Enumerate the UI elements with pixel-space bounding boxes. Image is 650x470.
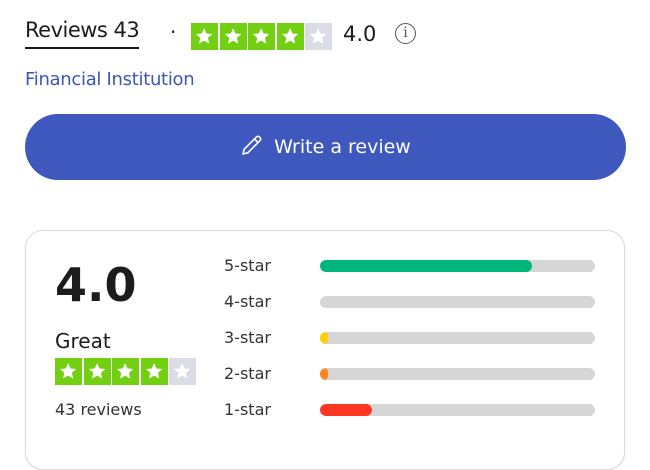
distribution-bar-track [320, 260, 595, 272]
overall-rating: 4.0 [55, 258, 137, 312]
write-review-label: Write a review [274, 136, 411, 158]
star-icon [112, 358, 139, 385]
pencil-icon [240, 133, 264, 162]
star-icon [276, 23, 304, 50]
star-icon [169, 358, 196, 385]
header-star-rating [191, 23, 332, 50]
distribution-row[interactable]: 2-star [224, 363, 596, 385]
distribution-row[interactable]: 5-star [224, 255, 596, 277]
distribution-bar-track [320, 332, 595, 344]
reviews-tab[interactable]: Reviews 43 [25, 17, 140, 49]
distribution-row[interactable]: 4-star [224, 291, 596, 313]
star-icon [191, 23, 218, 50]
distribution-label: 5-star [224, 256, 271, 275]
summary-star-rating [55, 358, 196, 385]
header-rating-value: 4.0 [343, 22, 377, 46]
star-icon [305, 23, 332, 50]
distribution-row[interactable]: 3-star [224, 327, 596, 349]
star-icon [219, 23, 247, 50]
distribution-label: 3-star [224, 328, 271, 347]
rating-word: Great [55, 329, 111, 353]
distribution-bar-fill [320, 368, 328, 380]
separator-dot: · [170, 20, 177, 44]
star-icon [83, 358, 111, 385]
write-review-button[interactable]: Write a review [25, 114, 626, 180]
distribution-row[interactable]: 1-star [224, 399, 596, 421]
info-icon[interactable]: i [395, 23, 416, 44]
distribution-bar-track [320, 296, 595, 308]
star-icon [248, 23, 275, 50]
distribution-bar-track [320, 368, 595, 380]
distribution-label: 1-star [224, 400, 271, 419]
distribution-bar-fill [320, 332, 328, 344]
star-icon [55, 358, 82, 385]
category-link[interactable]: Financial Institution [25, 69, 195, 90]
distribution-label: 4-star [224, 292, 271, 311]
review-count: 43 reviews [55, 400, 142, 419]
distribution-bar-fill [320, 260, 532, 272]
star-icon [140, 358, 168, 385]
distribution-bar-fill [320, 404, 373, 416]
distribution-bar-track [320, 404, 595, 416]
distribution-label: 2-star [224, 364, 271, 383]
